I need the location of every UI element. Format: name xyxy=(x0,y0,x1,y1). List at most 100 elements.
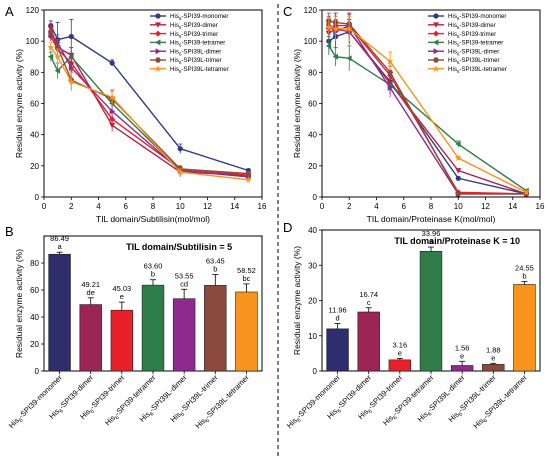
x-tick-label: 8 xyxy=(151,202,156,211)
panel-letter-a: A xyxy=(5,4,14,19)
legend-label-main: His xyxy=(170,40,179,47)
y-axis-title: Residual enzyme activity (%) xyxy=(14,249,24,358)
significance-letter: e xyxy=(120,292,124,301)
bar xyxy=(79,304,102,372)
x-tick-label: 8 xyxy=(429,202,434,211)
legend-item: His6-SPI39-dimer xyxy=(428,22,496,30)
chart-title: TIL domain/Subtilisin = 5 xyxy=(126,242,232,252)
legend-label-main: His xyxy=(448,48,457,55)
category-label: His6-SPI39L-tetramer xyxy=(193,373,252,432)
category-label-sub: 6 xyxy=(149,411,155,417)
bar xyxy=(326,328,349,372)
bar-group: 24.55b His6-SPI39L-tetramer xyxy=(471,264,536,430)
y-tick-label: 40 xyxy=(30,131,39,140)
bar-value-label: 86.49 xyxy=(50,234,69,243)
significance-letter: e xyxy=(460,351,464,360)
bar-value-label: 1.56 xyxy=(455,343,470,352)
bar-value-label: 63.60 xyxy=(144,262,163,271)
category-label-sub: 6 xyxy=(180,411,186,417)
y-tick-label: 0 xyxy=(35,367,40,376)
x-tick-label: 0 xyxy=(320,202,325,211)
category-label-sub: 6 xyxy=(483,418,489,424)
data-point xyxy=(109,108,116,115)
category-label: His6-SPI39-monomer xyxy=(285,373,344,432)
significance-letter: e xyxy=(491,353,495,362)
data-point xyxy=(109,122,116,129)
legend-label: His6-SPI39L-dimer xyxy=(448,48,499,56)
legend-label-main: His xyxy=(448,13,457,20)
legend-label-rest: -SPI39-trimer xyxy=(181,31,218,38)
data-point xyxy=(332,53,339,60)
legend-marker xyxy=(155,39,161,46)
significance-letter: bc xyxy=(242,274,250,283)
legend-item: His6-SPI39L-dimer xyxy=(428,48,499,56)
data-point xyxy=(522,188,530,196)
legend-marker xyxy=(432,65,440,72)
x-tick-label: 14 xyxy=(230,202,239,211)
series-6 xyxy=(47,42,252,183)
legend-marker xyxy=(433,22,439,28)
category-label-sub: 6 xyxy=(458,411,464,417)
data-point xyxy=(345,25,353,32)
category-label-sub: 6 xyxy=(59,408,65,414)
legend-item: His6-SPI39-tetramer xyxy=(428,39,503,48)
line-chart-a: A 0 2 4 6 8 10 12 14 16 0 20 40 60 80 100 120 TIL domain/… xyxy=(5,4,267,224)
bar-value-label: 11.96 xyxy=(328,306,346,315)
series-1 xyxy=(47,23,252,179)
legend: His6-SPI39-monomerHis6-SPI39-dimerHis6-S… xyxy=(150,13,229,74)
legend-label-rest: -SPI39-dimer xyxy=(459,22,495,29)
legend-label-main: His xyxy=(448,57,457,64)
y-axis-title: Residual enzyme activity (%) xyxy=(14,49,24,158)
legend-item: His6-SPI39-monomer xyxy=(428,13,506,21)
legend-label-rest: -SPI39L-trimer xyxy=(459,57,499,64)
y-tick-label: 40 xyxy=(308,131,317,140)
bar xyxy=(235,291,258,372)
data-point xyxy=(387,84,394,91)
line-chart-c: C 0 2 4 6 8 10 12 14 16 0 20 40 60 80 100 120 TIL domain/… xyxy=(283,4,545,224)
x-axis-title: TIL domain/Subtilisin(mol/mol) xyxy=(96,214,210,224)
legend-label-main: His xyxy=(448,66,457,73)
bar-chart-d: D TIL domain/Proteinase K = 10 0 10 20 30 40 Re… xyxy=(283,220,541,432)
significance-letter: a xyxy=(429,237,434,246)
legend-marker xyxy=(433,57,439,63)
x-tick-label: 4 xyxy=(96,202,101,211)
y-tick-label: 20 xyxy=(30,340,39,349)
y-tick-label: 0 xyxy=(313,193,318,202)
y-tick-label: 60 xyxy=(30,286,39,295)
legend-marker xyxy=(433,13,439,19)
x-tick-label: 12 xyxy=(203,202,212,211)
x-tick-label: 10 xyxy=(176,202,185,211)
legend-label-rest: -SPI39-tetramer xyxy=(459,40,503,47)
legend-item: His6-SPI39-dimer xyxy=(150,22,218,30)
y-tick-label: 80 xyxy=(30,259,39,268)
category-label-sub: 6 xyxy=(367,408,373,414)
category-label-sub: 6 xyxy=(89,408,95,414)
legend-label: His6-SPI39-tetramer xyxy=(170,40,225,48)
category-label: His6-SPI39-monomer xyxy=(7,373,66,432)
legend-label: His6-SPI39L-trimer xyxy=(170,57,222,65)
x-tick-label: 6 xyxy=(124,202,129,211)
bar-value-label: 24.55 xyxy=(515,264,534,273)
x-tick-label: 2 xyxy=(347,202,352,211)
series-line xyxy=(328,20,527,195)
y-axis-title: Residual enzyme activity (%) xyxy=(292,246,302,355)
bar xyxy=(141,284,165,372)
legend-marker xyxy=(155,13,161,19)
significance-letter: d xyxy=(335,314,339,323)
bar xyxy=(172,298,196,372)
y-tick-label: 120 xyxy=(304,6,318,15)
x-tick-label: 2 xyxy=(69,202,74,211)
legend-item: His6-SPI39L-tetramer xyxy=(428,65,507,74)
data-point xyxy=(47,29,54,35)
legend-label: His6-SPI39-trimer xyxy=(448,31,496,39)
legend-label-sub: 6 xyxy=(457,69,460,74)
legend-label-sub: 6 xyxy=(179,51,182,56)
x-tick-label: 6 xyxy=(402,202,407,211)
legend-label-main: His xyxy=(170,22,179,29)
category-label-sub: 6 xyxy=(337,408,343,414)
y-tick-label: 80 xyxy=(308,68,317,77)
y-tick-label: 120 xyxy=(26,6,40,15)
legend-label: His6-SPI39-monomer xyxy=(170,13,228,21)
data-point xyxy=(346,55,352,62)
